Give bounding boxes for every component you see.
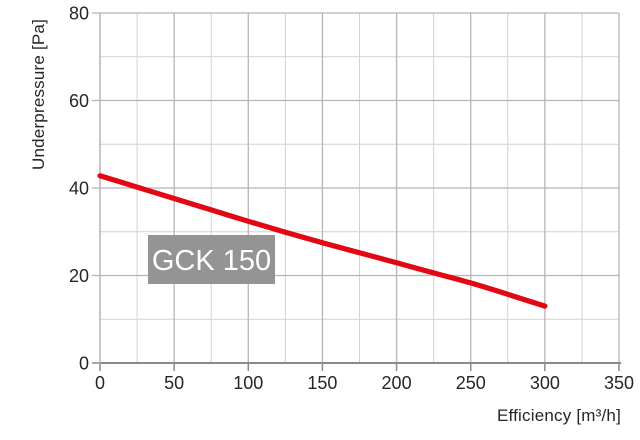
x-tick-labels: 0 50 100 150 200 250 300 350 [95,373,634,393]
axis-tick-marks [92,12,620,371]
y-axis-title: Underpressure [Pa] [29,18,48,170]
series-label-background [148,235,275,284]
x-tick-label: 250 [456,373,486,393]
y-tick-labels: 0 20 40 60 80 [69,4,89,374]
y-tick-label: 20 [69,266,89,286]
x-tick-label: 200 [382,373,412,393]
y-tick-label: 40 [69,179,89,199]
series-curve-gck150 [97,173,548,309]
x-tick-label: 150 [307,373,337,393]
x-tick-label: 100 [233,373,263,393]
series-label-text: GCK 150 [152,245,271,277]
y-tick-label: 80 [69,4,89,24]
x-tick-label: 0 [95,373,105,393]
y-tick-label: 0 [79,354,89,374]
x-tick-label: 300 [530,373,560,393]
x-tick-label: 50 [164,373,184,393]
x-tick-label: 350 [604,373,634,393]
series-label-box: GCK 150 [148,235,275,284]
y-tick-label: 60 [69,91,89,111]
x-axis-title: Efficiency [m³/h] [496,406,621,425]
